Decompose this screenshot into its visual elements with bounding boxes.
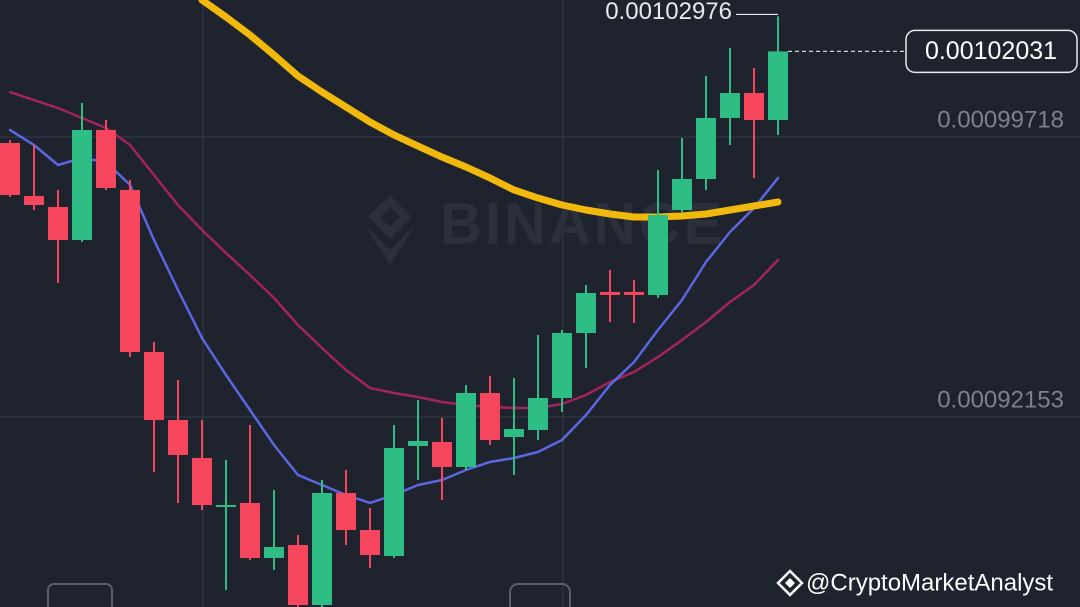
candle-body xyxy=(744,93,764,120)
candle-body xyxy=(216,504,236,507)
candle-body xyxy=(168,420,188,455)
handle: @CryptoMarketAnalyst xyxy=(806,569,1053,596)
candle-body xyxy=(0,143,20,196)
price-box xyxy=(905,29,1078,74)
toolbar-button[interactable] xyxy=(509,583,571,607)
candle-body xyxy=(144,351,164,421)
candle-body xyxy=(600,291,620,295)
candle-body xyxy=(120,189,140,352)
candle-body xyxy=(624,291,644,295)
watermark-logo xyxy=(365,195,415,265)
candle-body xyxy=(72,129,92,240)
current-price-label: 0.00102031 xyxy=(925,37,1057,65)
candle-body xyxy=(768,51,788,120)
candle-body xyxy=(552,332,572,398)
candle-body xyxy=(360,530,380,555)
candle-body xyxy=(240,502,260,558)
candle-body xyxy=(192,457,212,505)
candle-body xyxy=(288,545,308,606)
candle-body xyxy=(720,93,740,118)
candle-body xyxy=(48,207,68,240)
candle-layer xyxy=(0,16,788,607)
toolbar-button[interactable] xyxy=(47,583,113,607)
candle-body xyxy=(96,129,116,188)
y-tick-label: 0.00099718 xyxy=(937,106,1064,133)
candle-body xyxy=(504,429,524,438)
candle-body xyxy=(672,178,692,211)
candle-body xyxy=(576,292,596,333)
candle-body xyxy=(336,493,356,531)
moving-average-line xyxy=(8,90,780,410)
candle-body xyxy=(312,493,332,606)
moving-average-line xyxy=(198,0,782,221)
candle-body xyxy=(384,447,404,556)
candle-body xyxy=(432,441,452,467)
candle-body xyxy=(528,397,548,431)
candle-body xyxy=(648,215,668,295)
handle-logo xyxy=(776,569,804,597)
candle-body xyxy=(264,547,284,558)
high-label: 0.00102976 xyxy=(605,0,732,25)
candle-body xyxy=(480,392,500,441)
candle-body xyxy=(24,196,44,206)
y-tick-label: 0.00092153 xyxy=(937,386,1064,413)
label-layer: 0.00099718 0.00092153 0.00102976 0.00102031 xyxy=(605,0,1078,413)
candle-body xyxy=(408,441,428,446)
candle-body xyxy=(696,117,716,179)
candle-body xyxy=(456,392,476,467)
